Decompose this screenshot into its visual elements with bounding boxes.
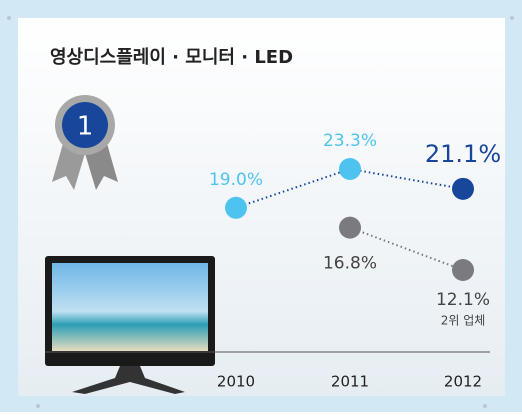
data-point: [339, 216, 361, 239]
corner-dots: [7, 16, 514, 408]
badge: 1: [52, 95, 118, 190]
value-label: 21.1%: [425, 140, 501, 168]
value-label: 16.8%: [323, 254, 377, 274]
badge-number: 1: [77, 112, 94, 142]
value-label: 23.3%: [323, 131, 377, 151]
annotation: 2위 업체: [441, 314, 486, 328]
value-label: 19.0%: [209, 170, 263, 190]
monitor: [45, 256, 215, 394]
title: 영상디스플레이 · 모니터 · LED: [50, 47, 293, 68]
data-point: [339, 158, 361, 180]
data-point: [225, 196, 247, 219]
data-point: [452, 177, 474, 200]
x-tick-label: 2010: [217, 373, 255, 391]
value-label: 12.1%: [436, 290, 490, 310]
x-tick-label: 2012: [444, 373, 482, 391]
data-point: [452, 259, 474, 281]
x-tick-label: 2011: [331, 373, 369, 391]
